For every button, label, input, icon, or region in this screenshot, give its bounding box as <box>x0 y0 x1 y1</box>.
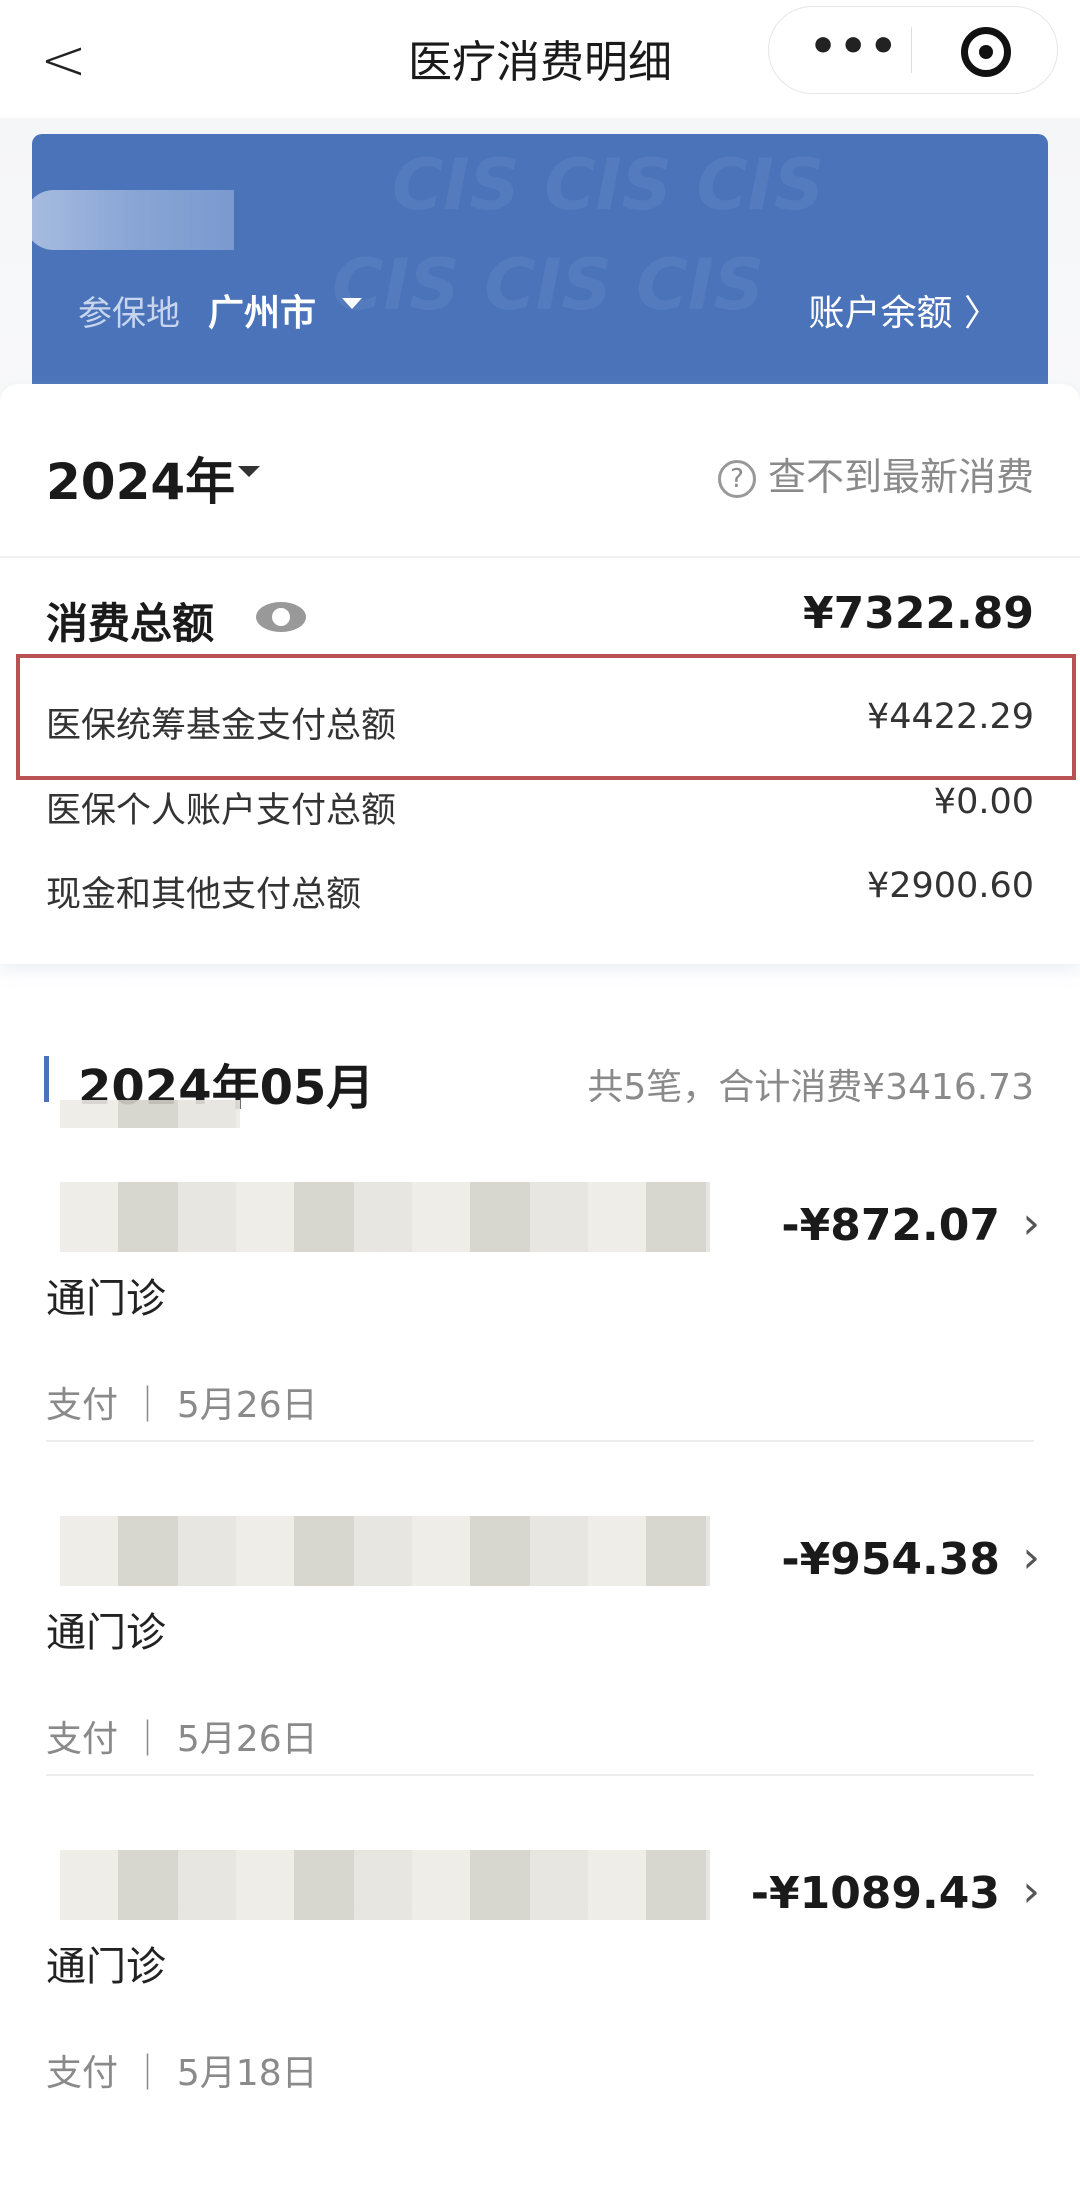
help-link[interactable]: ? 查不到最新消费 <box>717 446 1034 501</box>
transaction-item[interactable]: -¥1089.43 › 通门诊 支付 ｜ 5月18日 <box>0 1850 1080 2194</box>
question-circle-icon: ? <box>717 460 756 498</box>
redacted-hospital-name <box>60 1516 710 1586</box>
city-selector[interactable]: 广州市 <box>208 293 317 334</box>
redacted-hospital-name <box>60 1850 710 1920</box>
total-label: 消费总额 <box>46 599 215 648</box>
summary-card: 2024年 ? 查不到最新消费 消费总额 ¥7322.89 医保统筹基金支付总额 ¥… <box>0 384 1080 964</box>
date: 5月18日 <box>176 2053 318 2094</box>
hospital-name-tail: 通门诊 <box>46 1610 166 1656</box>
chevron-right-icon: › <box>1022 1532 1040 1583</box>
divider <box>46 1440 1034 1442</box>
page-title: 医疗消费明细 <box>408 37 672 88</box>
account-balance-link[interactable]: 账户余额 〉 <box>808 293 1000 334</box>
chevron-right-icon: › <box>1022 1198 1040 1249</box>
watermark-logo: CIS CIS CIS <box>332 244 765 326</box>
row-label: 医保个人账户支付总额 <box>46 791 397 831</box>
location-label: 参保地 <box>78 294 180 334</box>
item-meta: 支付 ｜ 5月18日 <box>46 2053 318 2094</box>
payment-type: 支付 <box>46 1385 119 1426</box>
row-value: ¥4422.29 <box>866 697 1034 737</box>
mini-program-capsule: ••• <box>768 6 1058 94</box>
amount: -¥954.38 <box>781 1534 1000 1585</box>
redacted-text <box>60 1100 240 1128</box>
item-meta: 支付 ｜ 5月26日 <box>46 1719 318 1760</box>
hospital-name-tail: 通门诊 <box>46 1944 166 1990</box>
month-summary: 共5笔，合计消费¥3416.73 <box>587 1067 1034 1108</box>
year-selector[interactable]: 2024年 <box>46 453 236 511</box>
transaction-item[interactable]: -¥954.38 › 通门诊 支付 ｜ 5月26日 <box>0 1516 1080 1860</box>
more-dots-icon[interactable]: ••• <box>809 21 900 72</box>
insurance-card: CIS CIS CIS CIS CIS CIS 参保地 广州市 账户余额 〉 <box>32 134 1048 404</box>
divider <box>46 1774 1034 1776</box>
highlight-box <box>16 654 1076 780</box>
help-text: 查不到最新消费 <box>767 455 1034 499</box>
summary-row: 医保统筹基金支付总额 ¥4422.29 <box>46 697 1034 748</box>
section-accent-bar <box>44 1056 49 1102</box>
date: 5月26日 <box>176 1385 318 1426</box>
item-meta: 支付 ｜ 5月26日 <box>46 1385 318 1426</box>
payment-type: 支付 <box>46 1719 119 1760</box>
hospital-name-tail: 通门诊 <box>46 1276 166 1322</box>
caret-down-icon[interactable] <box>342 298 362 309</box>
row-value: ¥0.00 <box>933 782 1034 822</box>
total-value: ¥7322.89 <box>802 588 1034 639</box>
chevron-right-icon: › <box>1022 1866 1040 1917</box>
nav-bar: < 医疗消费明细 ••• <box>0 0 1080 118</box>
date: 5月26日 <box>176 1719 318 1760</box>
summary-row: 医保个人账户支付总额 ¥0.00 <box>46 782 1034 833</box>
row-value: ¥2900.60 <box>866 866 1034 906</box>
row-label: 医保统筹基金支付总额 <box>46 706 397 746</box>
watermark-logo: CIS CIS CIS <box>392 144 825 226</box>
transaction-item[interactable]: -¥872.07 › 通门诊 支付 ｜ 5月26日 <box>0 1182 1080 1526</box>
redacted-hospital-name <box>60 1182 710 1252</box>
capsule-divider <box>911 27 912 73</box>
close-target-icon[interactable] <box>961 27 1011 77</box>
row-label: 现金和其他支付总额 <box>46 875 362 915</box>
caret-down-icon[interactable] <box>238 466 260 477</box>
amount: -¥872.07 <box>781 1200 1000 1251</box>
eye-icon[interactable] <box>256 602 306 632</box>
payment-type: 支付 <box>46 2053 119 2094</box>
divider <box>0 556 1080 558</box>
redacted-name <box>32 190 234 250</box>
amount: -¥1089.43 <box>750 1868 1000 1919</box>
summary-row: 现金和其他支付总额 ¥2900.60 <box>46 866 1034 917</box>
back-chevron-left-icon[interactable]: < <box>40 28 87 93</box>
